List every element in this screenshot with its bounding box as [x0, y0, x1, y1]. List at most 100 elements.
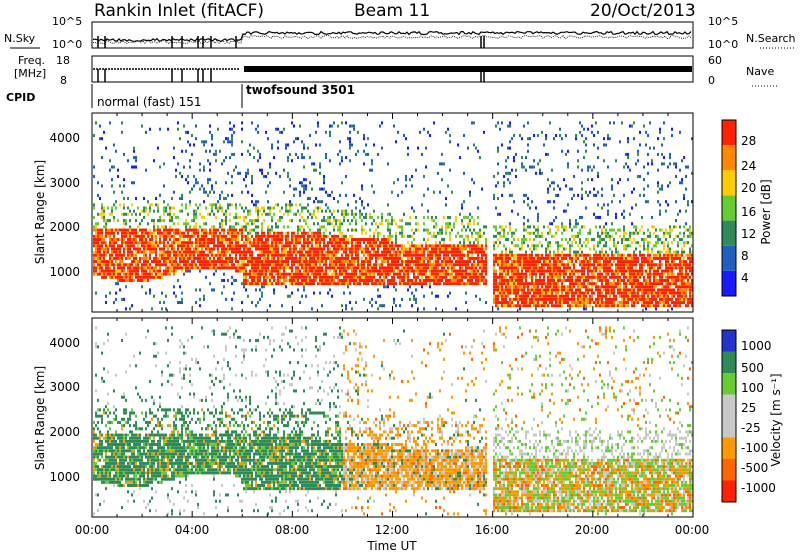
- range-cell: [497, 301, 499, 304]
- range-cell: [509, 304, 511, 307]
- range-cell: [511, 263, 513, 266]
- range-cell: [401, 260, 403, 263]
- range-cell: [111, 241, 113, 244]
- range-cell: [519, 304, 521, 307]
- range-cell: [345, 276, 347, 279]
- range-cell: [509, 254, 511, 257]
- range-cell: [117, 251, 119, 254]
- range-cell: [435, 225, 437, 228]
- range-cell: [431, 216, 433, 219]
- range-cell: [317, 282, 319, 285]
- range-cell: [529, 232, 531, 235]
- range-cell: [283, 169, 285, 172]
- range-cell: [283, 273, 285, 276]
- range-cell: [219, 238, 221, 241]
- range-cell: [199, 235, 201, 238]
- range-cell: [223, 235, 225, 238]
- range-cell: [395, 282, 397, 285]
- range-cell: [127, 206, 129, 209]
- range-cell: [149, 270, 151, 273]
- range-cell: [443, 257, 445, 260]
- range-cell: [541, 295, 543, 298]
- range-cell: [101, 229, 103, 232]
- range-cell: [589, 232, 591, 235]
- range-cell: [319, 273, 321, 276]
- range-cell: [349, 260, 351, 263]
- range-cell: [385, 270, 387, 273]
- range-cell: [97, 273, 99, 276]
- range-cell: [577, 270, 579, 273]
- range-cell: [307, 197, 309, 200]
- range-cell: [435, 251, 437, 254]
- range-cell: [173, 229, 175, 232]
- range-cell: [369, 229, 371, 232]
- range-cell: [313, 282, 315, 285]
- range-cell: [311, 247, 313, 250]
- range-cell: [221, 254, 223, 257]
- range-cell: [233, 238, 235, 241]
- range-cell: [547, 254, 549, 257]
- range-cell: [501, 266, 503, 269]
- range-cell: [267, 137, 269, 140]
- range-cell: [473, 257, 475, 260]
- range-cell: [243, 178, 245, 181]
- range-cell: [383, 279, 385, 282]
- range-cell: [571, 276, 573, 279]
- range-cell: [231, 229, 233, 232]
- range-cell: [377, 270, 379, 273]
- range-cell: [315, 169, 317, 172]
- range-cell: [423, 260, 425, 263]
- range-cell: [129, 307, 131, 310]
- range-cell: [535, 257, 537, 260]
- range-cell: [523, 292, 525, 295]
- range-cell: [185, 203, 187, 206]
- range-cell: [333, 241, 335, 244]
- range-cell: [191, 257, 193, 260]
- range-cell: [299, 301, 301, 304]
- range-cell: [105, 241, 107, 244]
- range-cell: [103, 225, 105, 228]
- range-cell: [143, 251, 145, 254]
- range-cell: [113, 266, 115, 269]
- range-cell: [435, 247, 437, 250]
- range-cell: [269, 260, 271, 263]
- range-cell: [227, 194, 229, 197]
- range-cell: [573, 301, 575, 304]
- range-cell: [165, 263, 167, 266]
- range-cell: [281, 247, 283, 250]
- range-cell: [119, 276, 121, 279]
- range-cell: [167, 244, 169, 247]
- range-cell: [183, 244, 185, 247]
- range-cell: [493, 260, 495, 263]
- range-cell: [401, 251, 403, 254]
- range-cell: [365, 244, 367, 247]
- range-cell: [379, 232, 381, 235]
- range-cell: [137, 251, 139, 254]
- range-cell: [313, 270, 315, 273]
- range-cell: [553, 279, 555, 282]
- range-cell: [295, 188, 297, 191]
- range-cell: [263, 260, 265, 263]
- range-cell: [325, 282, 327, 285]
- range-cell: [297, 232, 299, 235]
- range-cell: [417, 251, 419, 254]
- range-cell: [237, 247, 239, 250]
- range-cell: [373, 266, 375, 269]
- range-cell: [293, 260, 295, 263]
- range-cell: [259, 260, 261, 263]
- range-cell: [537, 219, 539, 222]
- range-cell: [301, 279, 303, 282]
- range-cell: [325, 229, 327, 232]
- range-cell: [589, 254, 591, 257]
- range-cell: [395, 238, 397, 241]
- range-cell: [545, 134, 547, 137]
- range-cell: [185, 150, 187, 153]
- range-cell: [101, 210, 103, 213]
- range-cell: [421, 260, 423, 263]
- range-cell: [537, 292, 539, 295]
- range-cell: [595, 257, 597, 260]
- range-cell: [553, 219, 555, 222]
- range-cell: [305, 184, 307, 187]
- range-cell: [601, 295, 603, 298]
- range-cell: [585, 288, 587, 291]
